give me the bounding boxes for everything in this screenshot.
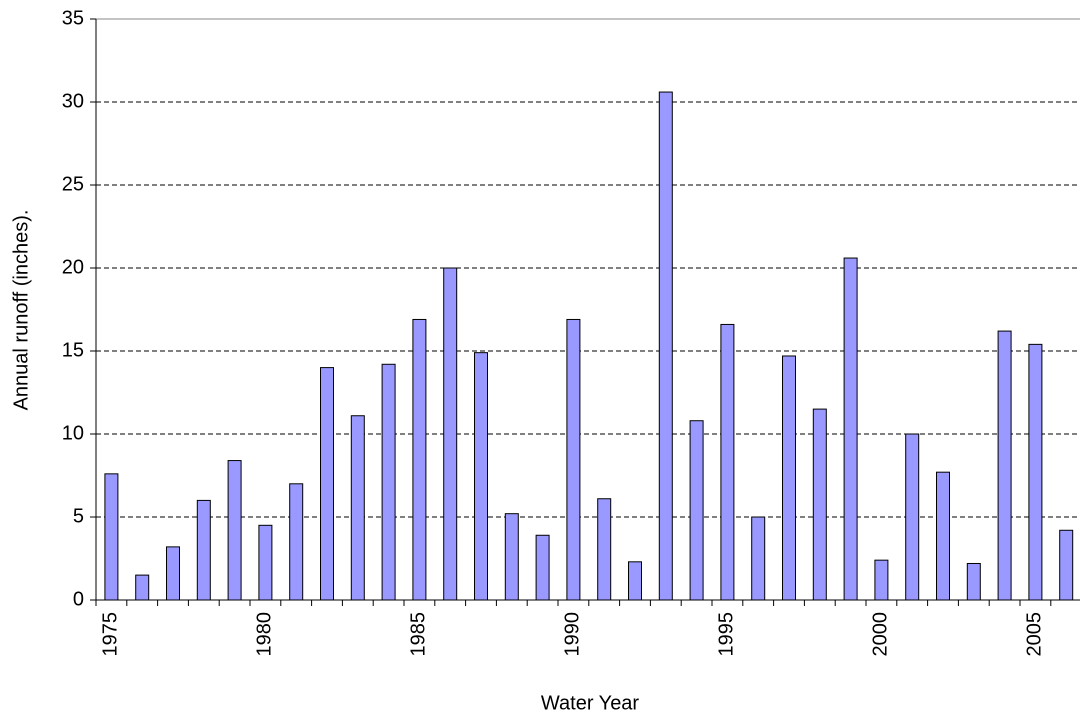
bar — [966, 562, 981, 601]
x-tick-label: 1975 — [100, 612, 122, 657]
bar — [782, 355, 796, 601]
bar — [474, 352, 488, 601]
bar — [1028, 343, 1043, 601]
bar — [104, 473, 119, 601]
bar — [597, 498, 612, 601]
bar — [936, 471, 950, 601]
bar — [566, 318, 581, 601]
bar — [535, 534, 550, 601]
bar — [227, 460, 242, 601]
bar — [658, 91, 673, 601]
bar — [905, 433, 920, 601]
bar — [843, 257, 858, 601]
bar — [135, 574, 150, 601]
y-tick-label: 30 — [62, 90, 84, 112]
bar — [504, 513, 519, 601]
y-tick-label: 35 — [62, 7, 84, 29]
bar — [412, 318, 427, 601]
bar — [628, 561, 642, 601]
bar — [320, 367, 334, 601]
y-tick-label: 25 — [62, 173, 84, 195]
y-axis-title: Annual runoff (inches). — [10, 210, 32, 411]
y-tick-label: 0 — [73, 588, 84, 610]
bar — [289, 483, 304, 601]
y-tick-label: 10 — [62, 422, 84, 444]
bar — [874, 559, 889, 601]
x-tick-label: 1985 — [408, 612, 430, 657]
bar — [720, 323, 735, 601]
y-tick-label: 20 — [62, 256, 84, 278]
bar — [166, 546, 180, 601]
bar — [258, 524, 273, 601]
x-tick-label: 2005 — [1024, 612, 1046, 657]
x-tick-label: 2000 — [870, 612, 892, 657]
bar — [381, 363, 396, 601]
bar — [751, 516, 766, 601]
bar — [196, 499, 211, 601]
y-tick-label: 15 — [62, 339, 84, 361]
x-tick-label: 1990 — [562, 612, 584, 657]
y-tick-label: 5 — [73, 505, 84, 527]
bar — [443, 267, 458, 601]
bar — [812, 408, 827, 601]
x-tick-label: 1980 — [254, 612, 276, 657]
x-axis-title: Water Year — [541, 692, 640, 714]
bar — [1059, 529, 1074, 601]
bar — [997, 330, 1012, 601]
bar — [689, 420, 704, 601]
bar — [350, 415, 365, 601]
x-tick-label: 1995 — [716, 612, 738, 657]
